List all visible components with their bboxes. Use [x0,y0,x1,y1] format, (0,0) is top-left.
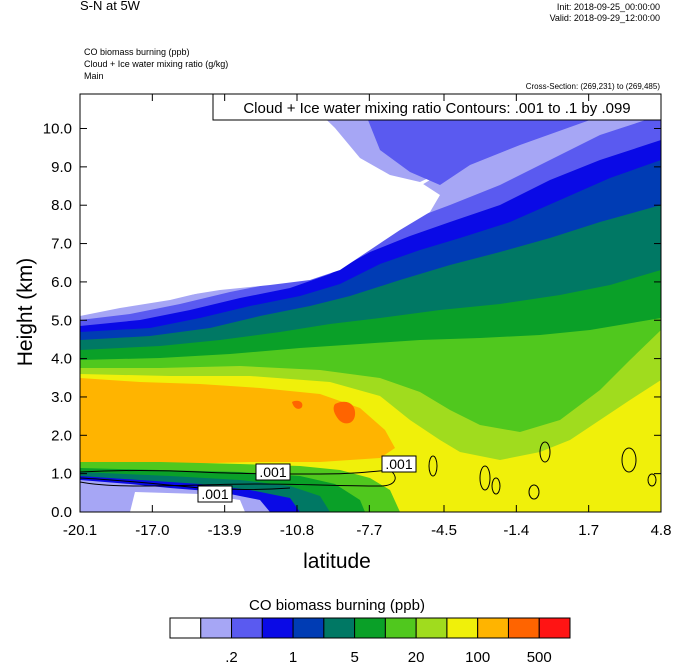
cloud-contour-cell-7 [647,473,657,487]
y-tick-label: 5.0 [51,312,72,329]
x-tick-label: 4.8 [651,522,672,539]
colorbar-swatch [507,617,540,639]
x-tick-label: -10.8 [280,522,314,539]
band-orange-red-2 [292,400,303,409]
contour-label-2-text: .001 [201,486,228,502]
contour-info-text: Cloud + Ice water mixing ratio Contours:… [243,100,630,117]
plot-main-title: S-N at 5W [80,0,140,13]
colorbar-swatch [415,617,448,639]
cloud-contour-cell-6 [621,447,637,473]
x-tick-label: -17.0 [135,522,169,539]
colorbar-label: 5 [350,649,358,666]
field-label-co: CO biomass burning (ppb) [84,47,190,57]
contour-label-1-text: .001 [259,464,286,480]
y-tick-label: 4.0 [51,351,72,368]
colorbar-swatch [231,617,263,639]
colorbar-swatch [446,617,479,639]
x-tick-label: -13.9 [208,522,242,539]
y-tick-label: 7.0 [51,236,72,253]
x-tick-label: -20.1 [63,522,97,539]
x-tick-label: -1.4 [503,522,529,539]
y-tick-label: 2.0 [51,427,72,444]
colorbar-swatch [323,617,356,639]
colorbar-label: 20 [408,649,425,666]
colorbar: .2 1 5 20 100 500 [169,617,571,666]
x-tick-label: 1.7 [578,522,599,539]
contour-info-box: Cloud + Ice water mixing ratio Contours:… [212,93,662,121]
colorbar-label: 1 [289,649,297,666]
colorbar-swatch [200,617,233,639]
x-axis: -20.1 -17.0 -13.9 -10.8 -7.7 -4.5 -1.4 1.7 4.8 [63,94,672,539]
band-upper-white [80,94,440,312]
colorbar-swatch [354,617,386,639]
band-top-blue-arm-inner [360,100,661,185]
band-orange [80,378,395,464]
field-label-run: Main [84,71,104,81]
cloud-contour-cell-4 [539,441,551,463]
x-tick-label: -7.7 [356,522,382,539]
valid-time-label: Valid: 2018-09-29_12:00:00 [549,13,660,23]
contour-label-1: .001 [255,463,291,481]
y-tick-label: 6.0 [51,274,72,291]
y-tick-label: 3.0 [51,389,72,406]
colorbar-swatch [169,617,202,639]
x-axis-title: latitude [303,550,371,573]
y-tick-label: 9.0 [51,159,72,176]
y-axis-title: Height (km) [14,257,37,367]
field-label-cloud: Cloud + Ice water mixing ratio (g/kg) [84,59,229,69]
colorbar-swatch [292,617,325,639]
colorbar-swatch [538,617,571,639]
cloud-contour-cell-2 [479,465,491,491]
heatmap-field: .001 .001 .001 [80,94,661,512]
colorbar-label: .2 [225,649,238,666]
colorbar-swatch [384,617,417,639]
contour-label-3: .001 [381,455,417,473]
y-tick-label: 0.0 [51,504,72,521]
colorbar-title: CO biomass burning (ppb) [249,597,425,614]
y-tick-label: 8.0 [51,197,72,214]
y-tick-label: 1.0 [51,466,72,483]
cloud-contour-cell-5 [528,484,540,500]
colorbar-swatch [261,617,294,639]
cloud-contour-cell-1 [428,455,438,477]
contour-label-3-text: .001 [385,456,412,472]
contour-label-2: .001 [197,485,233,503]
x-tick-label: -4.5 [431,522,457,539]
y-axis: 0.0 1.0 2.0 3.0 4.0 5.0 6.0 7.0 8.0 9.0 10.0 [43,121,661,521]
colorbar-swatch [477,617,509,639]
cloud-contour-low [80,469,396,487]
band-orange-red-1 [333,401,356,424]
colorbar-label: 100 [465,649,490,666]
init-time-label: Init: 2018-09-25_00:00:00 [556,2,660,12]
y-tick-label: 10.0 [43,121,72,138]
cloud-contour-cell-3 [491,477,501,495]
colorbar-label: 500 [527,649,552,666]
cross-section-label: Cross-Section: (269,231) to (269,485) [525,82,660,91]
